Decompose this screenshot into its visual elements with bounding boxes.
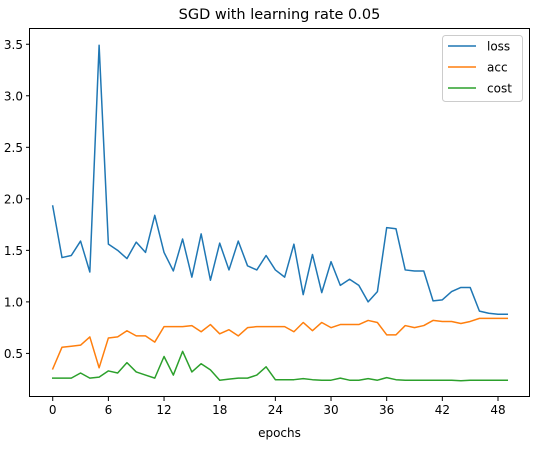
y-tick-label: 2.5: [4, 141, 23, 155]
y-axis-ticks: 0.5 1.0 1.5 2.0 2.5 3.0 3.5: [4, 38, 30, 361]
legend-box: [442, 35, 523, 102]
legend-label-acc: acc: [487, 61, 508, 75]
x-tick-label: 12: [156, 403, 171, 417]
series-line-cost: [51, 350, 509, 382]
x-tick-label: 48: [490, 403, 505, 417]
x-axis-ticks: 0 6 12 18 24 30 36 42 48: [49, 397, 506, 417]
x-tick-label: 30: [323, 403, 338, 417]
y-tick-label: 3.5: [4, 38, 23, 52]
x-tick-label: 6: [105, 403, 113, 417]
plot-area-frame: [29, 28, 530, 397]
y-tick-label: 3.0: [4, 89, 23, 103]
series-layer: [51, 44, 509, 382]
legend: loss acc cost: [442, 35, 523, 102]
legend-label-loss: loss: [487, 40, 510, 54]
chart-title: SGD with learning rate 0.05: [179, 7, 381, 23]
series-line-loss: [51, 44, 509, 315]
legend-entries: loss acc cost: [448, 40, 512, 96]
y-tick-label: 1.5: [4, 244, 23, 258]
x-tick-label: 36: [379, 403, 394, 417]
x-axis-label: epochs: [258, 426, 301, 440]
y-tick-label: 0.5: [4, 347, 23, 361]
x-tick-label: 18: [212, 403, 227, 417]
series-line-acc: [51, 317, 509, 370]
x-tick-label: 0: [49, 403, 57, 417]
legend-label-cost: cost: [487, 82, 512, 96]
x-tick-label: 24: [268, 403, 283, 417]
y-tick-label: 1.0: [4, 295, 23, 309]
x-tick-label: 42: [435, 403, 450, 417]
y-tick-label: 2.0: [4, 192, 23, 206]
